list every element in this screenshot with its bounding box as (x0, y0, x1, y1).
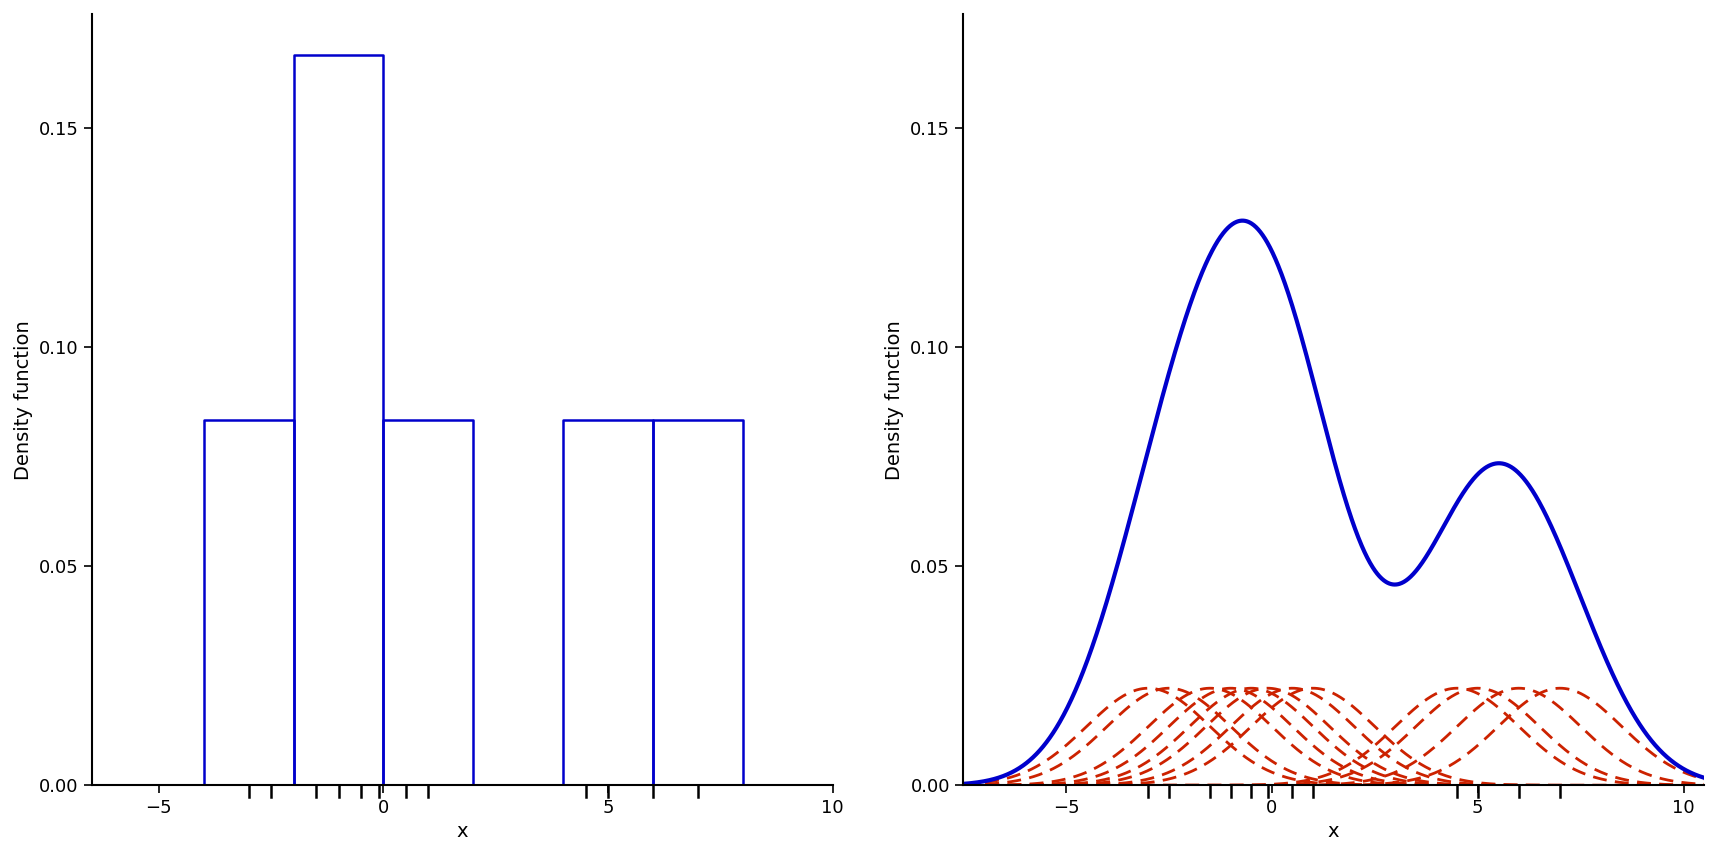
Y-axis label: Density function: Density function (885, 320, 904, 480)
X-axis label: x: x (1328, 823, 1340, 841)
X-axis label: x: x (457, 823, 467, 841)
Y-axis label: Density function: Density function (14, 320, 33, 480)
